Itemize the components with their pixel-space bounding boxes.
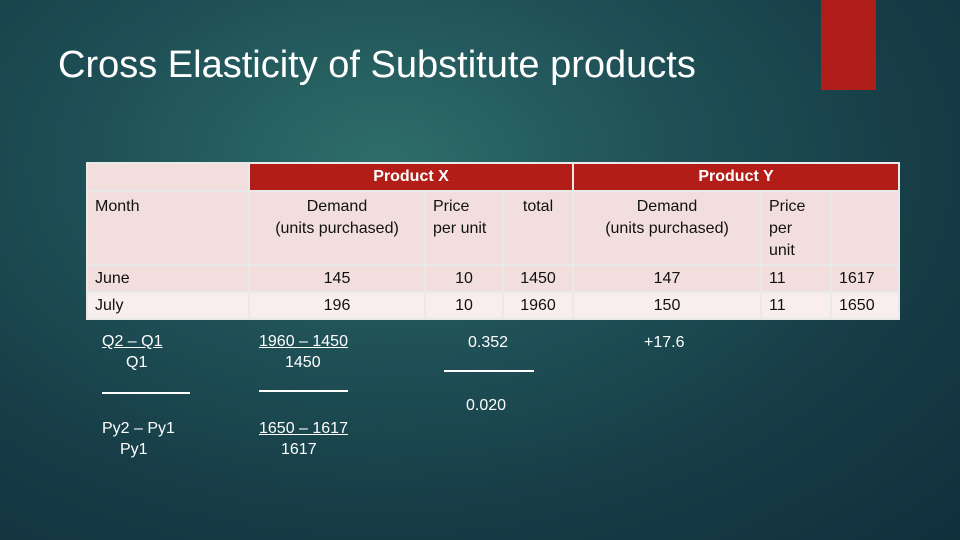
- y-price-header: Price per unit: [760, 190, 832, 266]
- x-demand-header-line2: (units purchased): [275, 220, 399, 237]
- header-blank-cell: [86, 162, 250, 192]
- q-values-rule: [259, 390, 348, 392]
- month-cell: June: [86, 264, 250, 293]
- x-total-cell: 1960: [502, 291, 574, 320]
- slide-title: Cross Elasticity of Substitute products: [58, 44, 696, 86]
- month-header: Month: [86, 190, 250, 266]
- y-price-cell: 11: [760, 291, 832, 320]
- p-denominator: Py1: [120, 441, 148, 458]
- y-price-header-line1: Price: [769, 198, 806, 215]
- table-row: June 145 10 1450 147 11 1617: [86, 264, 900, 293]
- x-demand-cell: 196: [248, 291, 426, 320]
- x-total-cell: 1450: [502, 264, 574, 293]
- y-demand-header: Demand (units purchased): [572, 190, 762, 266]
- x-price-header: Price per unit: [424, 190, 504, 266]
- column-header-row: Month Demand (units purchased) Price per…: [86, 190, 900, 266]
- p-numerator: Py2 – Py1: [102, 420, 175, 437]
- y-price-header-line2: per: [769, 220, 793, 237]
- y-price-cell: 11: [760, 264, 832, 293]
- p-values-numerator: 1650 – 1617: [259, 420, 348, 437]
- group-header-row: Product X Product Y: [86, 162, 900, 192]
- y-demand-header-line2: (units purchased): [605, 220, 729, 237]
- accent-bar: [821, 0, 876, 90]
- product-x-header: Product X: [248, 162, 574, 192]
- y-total-cell: 1617: [830, 264, 900, 293]
- x-price-header-line1: Price: [433, 198, 470, 215]
- y-demand-cell: 150: [572, 291, 762, 320]
- y-total-header: [830, 190, 900, 266]
- p-values-denominator: 1617: [281, 441, 317, 458]
- q-numerator: Q2 – Q1: [102, 333, 163, 350]
- q-fraction-rule: [102, 392, 190, 394]
- x-total-header: total: [502, 190, 574, 266]
- result-top: 0.352: [468, 334, 509, 351]
- x-price-header-line2: per unit: [433, 220, 487, 237]
- result-rule: [444, 370, 534, 372]
- x-price-cell: 10: [424, 291, 504, 320]
- month-cell: July: [86, 291, 250, 320]
- elasticity-table: Product X Product Y Month Demand (units …: [86, 162, 900, 320]
- y-price-header-line3: unit: [769, 242, 795, 259]
- q-values-denominator: 1450: [285, 354, 321, 371]
- q-values-numerator: 1960 – 1450: [259, 333, 348, 350]
- product-y-header: Product Y: [572, 162, 900, 192]
- table-row: July 196 10 1960 150 11 1650: [86, 291, 900, 320]
- y-demand-cell: 147: [572, 264, 762, 293]
- q-denominator: Q1: [126, 354, 148, 371]
- result-bottom: 0.020: [466, 397, 507, 414]
- x-demand-header: Demand (units purchased): [248, 190, 426, 266]
- x-demand-header-line1: Demand: [306, 198, 368, 215]
- x-demand-cell: 145: [248, 264, 426, 293]
- y-demand-header-line1: Demand: [636, 198, 698, 215]
- y-total-cell: 1650: [830, 291, 900, 320]
- result-final: +17.6: [644, 334, 685, 351]
- x-price-cell: 10: [424, 264, 504, 293]
